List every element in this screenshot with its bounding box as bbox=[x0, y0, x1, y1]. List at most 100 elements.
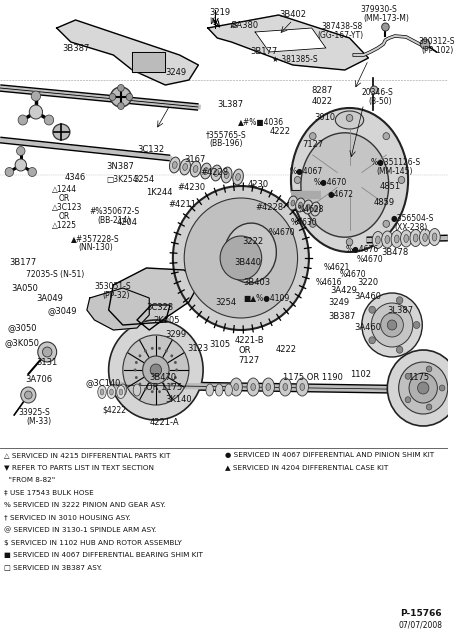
Text: OR: OR bbox=[59, 194, 70, 203]
Text: 20346-S: 20346-S bbox=[362, 88, 393, 97]
Text: @ SERVICED IN 3130-1 SPINDLE ARM ASY.: @ SERVICED IN 3130-1 SPINDLE ARM ASY. bbox=[4, 527, 156, 533]
Ellipse shape bbox=[133, 384, 141, 396]
Text: %4616: %4616 bbox=[316, 278, 342, 287]
Ellipse shape bbox=[236, 173, 240, 180]
Text: OR: OR bbox=[238, 346, 251, 355]
Circle shape bbox=[43, 347, 52, 357]
Ellipse shape bbox=[169, 157, 180, 173]
Polygon shape bbox=[109, 268, 199, 330]
Text: (PP-102): (PP-102) bbox=[421, 46, 454, 55]
Text: 3B440: 3B440 bbox=[234, 258, 261, 267]
Text: 3B470: 3B470 bbox=[149, 373, 176, 382]
Text: (XX-238): (XX-238) bbox=[395, 223, 428, 232]
Ellipse shape bbox=[301, 132, 389, 237]
Circle shape bbox=[123, 335, 189, 405]
Circle shape bbox=[5, 168, 14, 176]
Ellipse shape bbox=[180, 159, 191, 175]
Ellipse shape bbox=[201, 163, 211, 179]
Text: 3K140: 3K140 bbox=[165, 395, 192, 404]
Text: 3131: 3131 bbox=[36, 358, 57, 367]
Text: (MM-173-M): (MM-173-M) bbox=[364, 14, 410, 23]
Text: 3B177: 3B177 bbox=[250, 47, 278, 56]
Text: @3C140: @3C140 bbox=[85, 378, 120, 387]
Circle shape bbox=[362, 293, 422, 357]
Circle shape bbox=[346, 238, 353, 245]
Text: 3C132: 3C132 bbox=[137, 145, 164, 154]
Circle shape bbox=[144, 387, 147, 390]
Circle shape bbox=[175, 368, 178, 371]
Circle shape bbox=[173, 186, 309, 330]
Text: (M-33): (M-33) bbox=[27, 417, 52, 426]
Circle shape bbox=[369, 337, 375, 344]
Text: 3249: 3249 bbox=[165, 68, 186, 77]
Text: 4222: 4222 bbox=[269, 127, 290, 136]
Ellipse shape bbox=[311, 202, 320, 216]
Text: %4670: %4670 bbox=[357, 255, 384, 264]
Circle shape bbox=[138, 383, 141, 385]
Circle shape bbox=[405, 397, 411, 403]
Circle shape bbox=[109, 320, 203, 420]
Ellipse shape bbox=[423, 234, 428, 241]
Text: P-15766: P-15766 bbox=[401, 609, 442, 618]
Circle shape bbox=[143, 356, 169, 384]
Text: ★ 381385-S: ★ 381385-S bbox=[272, 55, 318, 64]
Text: ■▲%●4109: ■▲%●4109 bbox=[244, 294, 290, 303]
Text: 4346: 4346 bbox=[64, 173, 85, 182]
Circle shape bbox=[151, 390, 154, 393]
Circle shape bbox=[396, 347, 403, 354]
Text: %●4676: %●4676 bbox=[346, 245, 379, 254]
Text: 72035-S (N-51): 72035-S (N-51) bbox=[27, 270, 85, 279]
Ellipse shape bbox=[53, 124, 70, 140]
Text: % SERVICED IN 3222 PINION AND GEAR ASY.: % SERVICED IN 3222 PINION AND GEAR ASY. bbox=[4, 502, 165, 508]
Text: ▲ SERVICED IN 4204 DIFFERENTIAL CASE KIT: ▲ SERVICED IN 4204 DIFFERENTIAL CASE KIT bbox=[225, 464, 388, 471]
Circle shape bbox=[369, 306, 375, 313]
Text: #4230: #4230 bbox=[178, 183, 206, 192]
Text: △ SERVICED IN 4215 DIFFERENTIAL PARTS KIT: △ SERVICED IN 4215 DIFFERENTIAL PARTS KI… bbox=[4, 452, 170, 458]
Text: 390312-S: 390312-S bbox=[419, 37, 455, 46]
Circle shape bbox=[310, 220, 316, 227]
Ellipse shape bbox=[109, 389, 113, 395]
Ellipse shape bbox=[173, 162, 177, 168]
Circle shape bbox=[426, 366, 432, 372]
Text: 379930-S: 379930-S bbox=[360, 5, 397, 14]
Text: 7127: 7127 bbox=[302, 140, 324, 149]
Ellipse shape bbox=[394, 235, 399, 243]
Circle shape bbox=[346, 115, 353, 122]
Text: 3219: 3219 bbox=[210, 8, 231, 17]
Text: ■ SERVICED IN 4067 DIFFERENTIAL BEARING SHIM KIT: ■ SERVICED IN 4067 DIFFERENTIAL BEARING … bbox=[4, 552, 203, 558]
Circle shape bbox=[413, 322, 420, 329]
Circle shape bbox=[418, 382, 429, 394]
Text: 2K005: 2K005 bbox=[153, 316, 180, 325]
Ellipse shape bbox=[283, 383, 288, 390]
Text: 1175: 1175 bbox=[408, 373, 429, 382]
Text: 07/07/2008: 07/07/2008 bbox=[398, 621, 442, 630]
Ellipse shape bbox=[230, 378, 242, 396]
Circle shape bbox=[118, 85, 124, 92]
Text: 3A050: 3A050 bbox=[11, 284, 38, 293]
Text: $ SERVICED IN 1102 HUB AND ROTOR ASSEMBLY: $ SERVICED IN 1102 HUB AND ROTOR ASSEMBL… bbox=[4, 540, 182, 545]
Text: 4859: 4859 bbox=[374, 198, 395, 207]
Text: %4621: %4621 bbox=[324, 263, 350, 272]
Ellipse shape bbox=[224, 223, 276, 283]
Circle shape bbox=[150, 364, 162, 376]
Text: 3B402: 3B402 bbox=[280, 10, 307, 19]
Text: 3220: 3220 bbox=[357, 278, 378, 287]
Circle shape bbox=[165, 350, 168, 352]
Ellipse shape bbox=[279, 378, 292, 396]
Circle shape bbox=[439, 385, 445, 391]
Text: 3C323: 3C323 bbox=[146, 303, 173, 312]
Circle shape bbox=[399, 362, 448, 414]
Text: △3C123: △3C123 bbox=[52, 203, 82, 212]
Text: 3105: 3105 bbox=[210, 340, 231, 349]
Ellipse shape bbox=[413, 234, 418, 242]
Ellipse shape bbox=[262, 378, 274, 396]
Text: □ SERVICED IN 3B387 ASY.: □ SERVICED IN 3B387 ASY. bbox=[4, 564, 102, 571]
Text: %4670: %4670 bbox=[340, 270, 367, 279]
Text: 3A380: 3A380 bbox=[231, 21, 259, 30]
Text: ●356504-S: ●356504-S bbox=[390, 214, 434, 223]
Text: 7127: 7127 bbox=[238, 356, 259, 365]
Ellipse shape bbox=[401, 230, 412, 247]
Circle shape bbox=[387, 320, 397, 330]
Circle shape bbox=[165, 387, 168, 390]
Text: 3254: 3254 bbox=[133, 175, 155, 184]
